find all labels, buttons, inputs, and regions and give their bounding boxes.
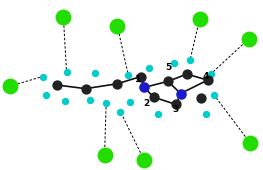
Point bbox=[166, 80, 170, 83]
Text: 2: 2 bbox=[143, 99, 150, 108]
Text: 1: 1 bbox=[134, 75, 140, 84]
Point bbox=[205, 79, 210, 81]
Point bbox=[115, 24, 119, 27]
Point bbox=[151, 96, 156, 98]
Point bbox=[83, 87, 88, 90]
Point bbox=[103, 154, 107, 157]
Text: 3: 3 bbox=[173, 105, 179, 114]
Text: 5: 5 bbox=[165, 64, 171, 72]
Point bbox=[44, 93, 48, 96]
Point bbox=[55, 84, 59, 86]
Point bbox=[64, 70, 69, 73]
Point bbox=[115, 82, 119, 85]
Point bbox=[118, 110, 123, 113]
Point bbox=[41, 75, 45, 78]
Point bbox=[248, 142, 252, 145]
Point bbox=[209, 73, 213, 75]
Point bbox=[139, 75, 143, 78]
Point bbox=[179, 92, 183, 95]
Point bbox=[93, 72, 97, 74]
Point bbox=[174, 103, 178, 106]
Point bbox=[172, 62, 176, 64]
Point bbox=[147, 67, 151, 69]
Point bbox=[247, 38, 251, 40]
Point bbox=[126, 74, 130, 77]
Point bbox=[63, 99, 67, 102]
Point bbox=[142, 86, 146, 89]
Point bbox=[188, 58, 192, 61]
Point bbox=[212, 93, 216, 96]
Point bbox=[61, 16, 65, 18]
Point bbox=[199, 97, 203, 100]
Point bbox=[185, 73, 189, 75]
Point bbox=[142, 159, 146, 162]
Point bbox=[198, 18, 202, 21]
Point bbox=[104, 102, 108, 105]
Point bbox=[7, 85, 12, 88]
Point bbox=[128, 101, 132, 103]
Text: 4: 4 bbox=[203, 72, 209, 81]
Point bbox=[204, 113, 208, 115]
Point bbox=[88, 98, 92, 101]
Point bbox=[156, 113, 160, 115]
